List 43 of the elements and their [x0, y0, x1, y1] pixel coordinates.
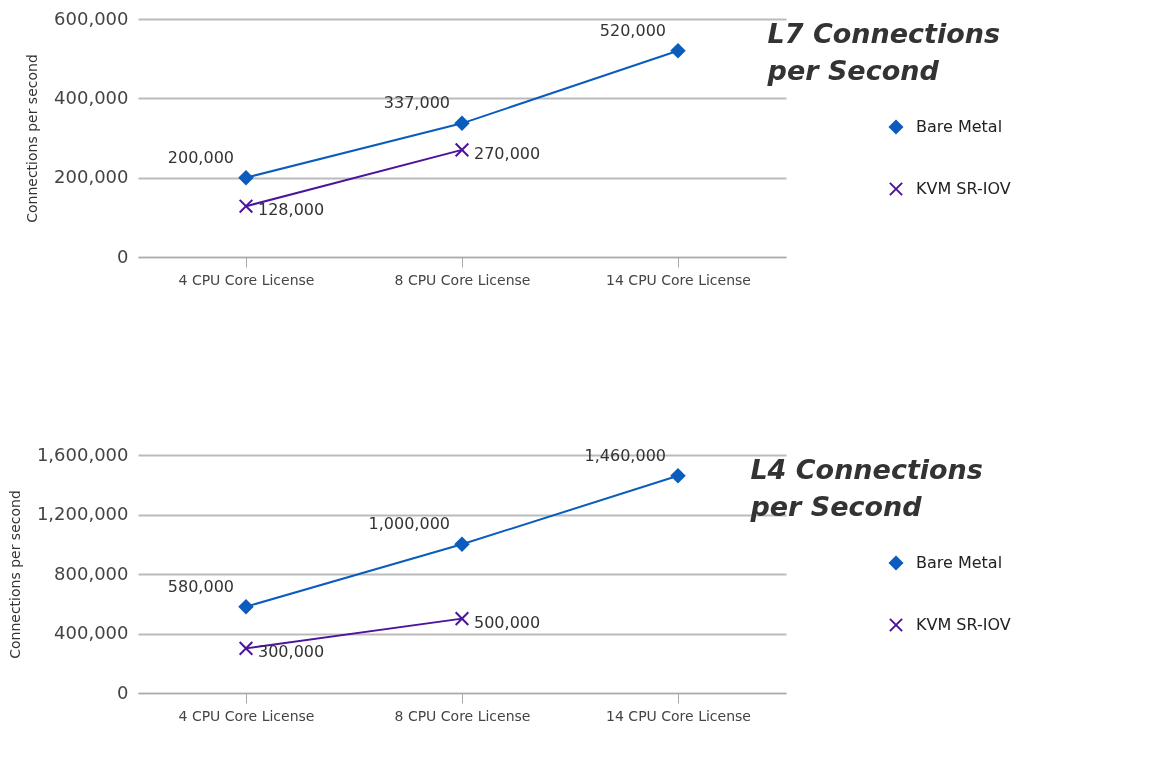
data-label: 500,000	[474, 612, 541, 632]
x-tick-label: 8 CPU Core License	[394, 271, 531, 288]
legend-label: Bare Metal	[916, 553, 1003, 572]
point	[238, 198, 254, 214]
point	[238, 170, 254, 185]
point	[238, 641, 254, 656]
legend-label: KVM SR-IOV	[916, 179, 1011, 198]
y-tick-label: 200,000	[54, 166, 129, 188]
y-tick-label: 600,000	[54, 7, 129, 29]
y-tick-label: 0	[117, 681, 129, 703]
point	[454, 116, 470, 131]
y-tick-label: 800,000	[54, 562, 129, 584]
legend-label: KVM SR-IOV	[916, 615, 1011, 634]
data-label: 300,000	[258, 642, 325, 662]
y-axis-title: Connections per second	[6, 490, 23, 659]
y-tick-label: 1,200,000	[36, 503, 129, 524]
y-tick-label: 0	[117, 245, 129, 267]
x-tick-label: 14 CPU Core License	[606, 707, 751, 724]
data-label: 270,000	[474, 143, 541, 163]
text: L7 Connections per Second	[766, 18, 1001, 86]
text: L4 Connections per Second	[749, 454, 983, 522]
data-label: 520,000	[599, 20, 666, 40]
point	[670, 43, 686, 59]
data-label: 128,000	[258, 200, 325, 220]
point	[454, 611, 470, 626]
point	[670, 468, 686, 484]
x-tick-label: 4 CPU Core License	[178, 707, 315, 724]
point	[454, 142, 470, 158]
x-tick-label: 4 CPU Core License	[178, 271, 315, 288]
data-label: 1,460,000	[584, 445, 666, 465]
y-tick-label: 400,000	[54, 86, 129, 108]
data-label: 337,000	[383, 93, 450, 113]
legend-label: Bare Metal	[916, 117, 1003, 136]
x-tick-label: 8 CPU Core License	[394, 707, 531, 724]
point	[238, 599, 254, 615]
y-tick-label: 1,600,000	[36, 443, 129, 465]
point	[454, 536, 470, 552]
data-label: 580,000	[167, 576, 234, 596]
y-tick-label: 400,000	[54, 622, 129, 643]
data-label: 200,000	[167, 147, 234, 167]
data-label: 1,000,000	[368, 514, 450, 534]
y-axis-title: Connections per second	[24, 54, 41, 223]
x-tick-label: 14 CPU Core License	[606, 271, 751, 288]
